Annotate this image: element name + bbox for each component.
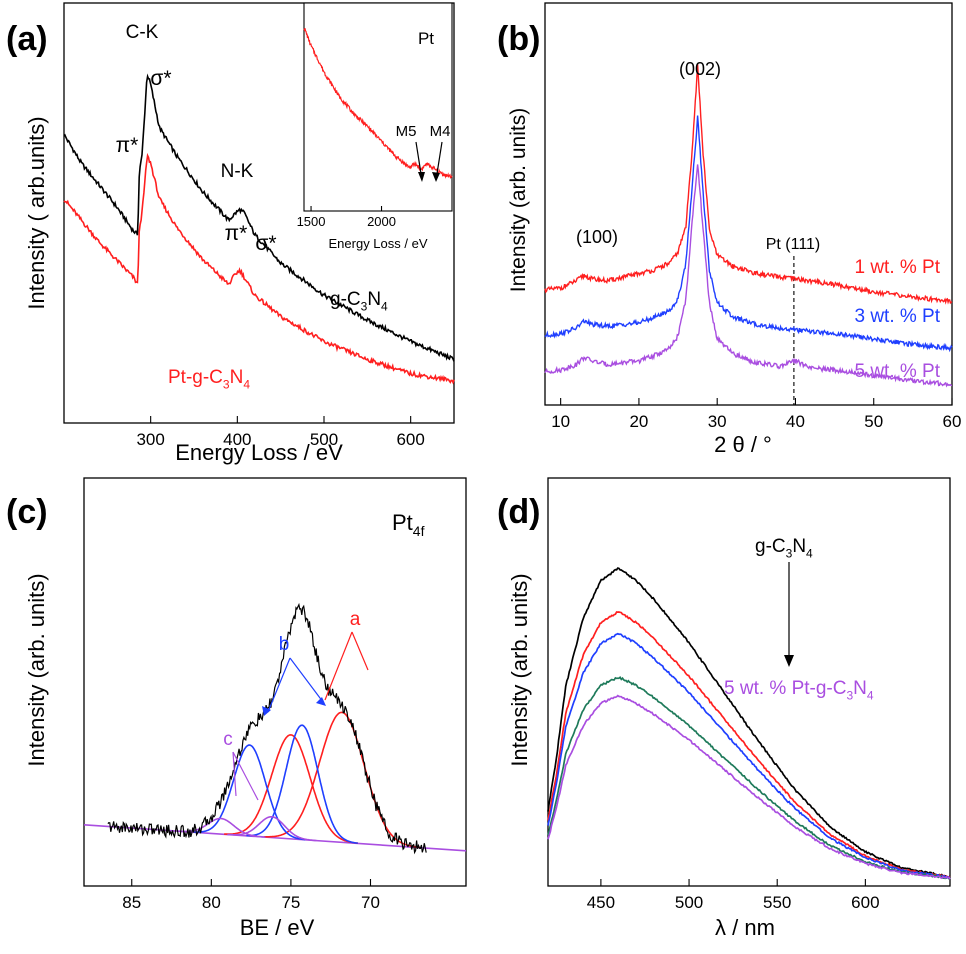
panel-a-legend-ptgc3n4: Pt-g-C3N4 [168,367,250,391]
panel-c-label-b: b [279,634,290,655]
panel-b-peak-100: (100) [576,227,618,247]
panel-b-series-1 [544,64,953,305]
panel-d-series-3 [547,632,951,880]
panel-b-series-3 [544,164,952,388]
panel-d-arrowhead [784,655,794,667]
panel-b-xlabel: 2 θ / ° [714,432,772,457]
panel-d-series-4 [547,675,951,880]
panel-a-xtick-label: 500 [310,430,338,449]
panel-d-label-top: g-C3N4 [755,536,813,560]
panel-b-peak-pt111: Pt (111) [766,236,821,253]
panel-c-arrowhead-b1 [262,706,271,716]
panel-b-legend-3: 3 wt. % Pt [854,306,940,327]
panel-d-label-bottom: 5 wt. % Pt-g-C3N4 [724,678,874,702]
panel-c-label: (c) [6,493,48,531]
panel-a-sigma-c: σ* [150,67,171,90]
panel-a-ylabel: Intensity ( arb.units) [24,116,49,309]
panel-b-frame [544,2,953,406]
panel-d-series-1 [547,567,951,879]
panel-a-edge-ck: C-K [126,22,159,43]
panel-c-pointer-a2 [351,631,369,671]
panel-c-arrowhead-b2 [316,697,326,706]
panel-d-frame [547,477,951,887]
panel-b-peak-002: (002) [679,59,721,79]
panel-a-series-1 [63,73,455,362]
panel-a-inset-series [303,28,453,179]
panel-c-pointer-b2 [289,657,324,703]
panel-c-label-c: c [223,729,233,750]
panel-a-xtick-label: 600 [396,430,424,449]
panel-b-xtick-label: 40 [786,412,805,431]
panel-c-pointer-a1 [324,631,353,701]
panel-a-inset-xtick-label: 1500 [297,214,326,229]
panel-a-series-2 [63,152,455,385]
panel-d-xtick-label: 550 [763,893,791,912]
panel-d-label: (d) [497,493,540,531]
panel-c-component-b [246,724,358,844]
panel-c-frame [83,477,467,887]
panel-c-xtick-label: 70 [361,893,380,912]
panel-c-envelope [107,602,427,855]
panel-c-baseline [83,824,467,852]
panel-a-xlabel: Energy Loss / eV [175,440,343,465]
panel-b-series-2 [544,115,953,353]
panel-d-series-5 [547,694,951,880]
panel-b-legend-5: 5 wt. % Pt [854,361,940,382]
panel-c-xtick-label: 85 [122,893,141,912]
panel-a-inset-title: Pt [418,29,434,48]
panel-c-pointer-b1 [267,657,291,713]
panel-a-inset-frame [303,2,453,212]
panel-a-inset-xtick-label: 2000 [367,214,396,229]
panel-d-series-2 [547,611,951,879]
panel-b-legend-1: 1 wt. % Pt [854,257,940,278]
panel-d-xtick-label: 600 [851,893,879,912]
panel-c-pointer-c1 [232,751,237,797]
panel-c-component-a [224,734,358,844]
panel-a-xtick-label: 400 [223,430,251,449]
panel-b-xtick-label: 30 [708,412,727,431]
panel-a-edge-nk: N-K [221,161,254,182]
panel-b-label: (b) [497,20,540,58]
panel-a-xtick-label: 300 [136,430,164,449]
panel-c-label-a: a [350,609,361,630]
panel-d-ylabel: Intensity (arb. units) [507,573,532,766]
panel-c-component-c [227,816,317,842]
panel-c-pointer-c2 [232,751,259,801]
panel-b-ylabel: Intensity (arb. units) [507,108,530,292]
panel-c-xtick-label: 75 [281,893,300,912]
panel-d-xtick-label: 450 [587,893,615,912]
panel-a-frame [63,2,455,424]
panel-a-inset-arrowhead-m5 [418,172,425,182]
panel-c-xtick-label: 80 [202,893,221,912]
panel-c-component-a [263,711,420,849]
panel-b-xtick-label: 60 [943,412,962,431]
panel-b-xtick-label: 10 [551,412,570,431]
panel-c-title: Pt4f [392,510,425,539]
panel-c-component-c [176,817,266,838]
panel-c-xlabel: BE / eV [240,915,315,940]
panel-c-ylabel: Intensity (arb. units) [24,573,49,766]
panel-d-xtick-label: 500 [675,893,703,912]
panel-b-xtick-label: 20 [629,412,648,431]
panel-a-inset-m5: M5 [396,123,417,140]
panel-c-component-b [193,744,306,841]
panel-a-pi-n: π* [225,222,248,245]
panel-a-inset-arrowhead-m4 [432,172,440,182]
panel-a-inset-xlabel: Energy Loss / eV [329,236,428,251]
panel-b-xtick-label: 50 [864,412,883,431]
panel-a-label: (a) [6,20,48,58]
panel-a-pi-c: π* [116,134,139,157]
panel-a-legend-gc3n4: g-C3N4 [330,289,388,313]
panel-d-xlabel: λ / nm [715,915,775,940]
panel-a-inset-m4: M4 [430,123,451,140]
panel-a-sigma-n: σ* [255,232,276,255]
